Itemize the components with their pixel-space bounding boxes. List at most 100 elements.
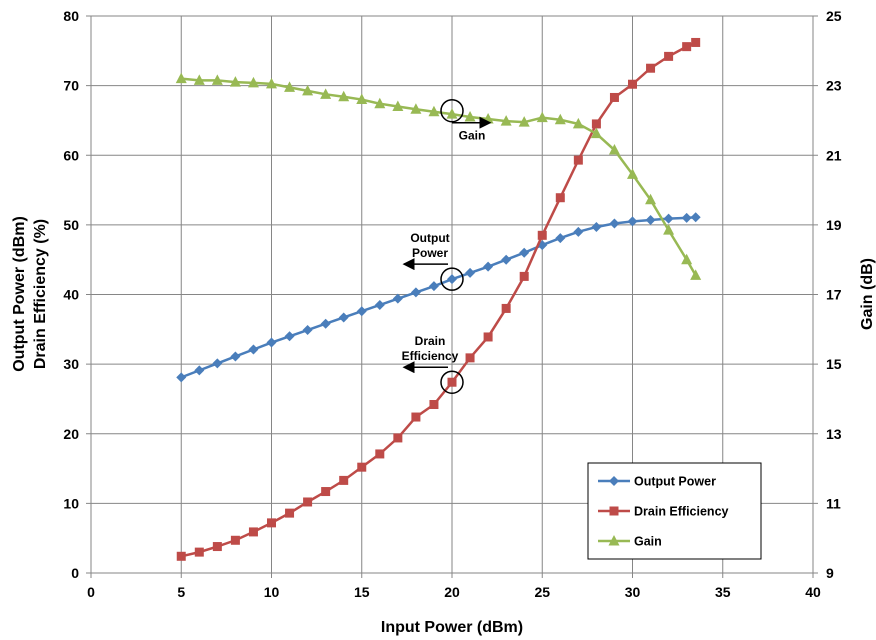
data-point-drain-efficiency [411, 412, 421, 422]
right-tick-label: 13 [826, 426, 842, 442]
data-point-output-power [645, 215, 656, 226]
data-point-output-power [248, 344, 259, 355]
right-tick-label: 11 [826, 495, 841, 511]
x-tick-label: 40 [805, 584, 821, 600]
data-point-drain-efficiency [194, 547, 204, 557]
data-point-output-power [663, 213, 674, 224]
data-point-gain [374, 97, 386, 109]
data-point-output-power [356, 306, 367, 317]
annotation-label-output-power: Power [412, 246, 448, 260]
series-gain [175, 72, 702, 280]
data-point-gain [266, 77, 277, 89]
data-point-gain [428, 105, 440, 117]
series-drain-efficiency [176, 37, 701, 561]
data-point-drain-efficiency [212, 542, 222, 552]
left-tick-label: 70 [63, 78, 79, 94]
data-point-gain [500, 115, 512, 126]
data-point-drain-efficiency [573, 155, 583, 165]
left-tick-label: 10 [63, 495, 79, 511]
data-point-drain-efficiency [646, 63, 656, 73]
data-point-drain-efficiency [664, 51, 674, 61]
data-point-gain [464, 110, 476, 122]
data-point-gain [247, 76, 259, 88]
data-point-gain [690, 269, 702, 280]
data-point-output-power [555, 233, 566, 244]
data-point-output-power [266, 337, 277, 348]
data-point-drain-efficiency [393, 433, 403, 443]
data-point-gain [410, 103, 422, 114]
right-tick-label: 23 [826, 78, 842, 94]
legend-label-drain-efficiency: Drain Efficiency [634, 505, 729, 519]
data-point-gain [229, 76, 241, 87]
data-point-output-power [465, 267, 476, 278]
data-point-drain-efficiency [303, 497, 313, 507]
legend-swatch-marker [609, 506, 619, 516]
data-point-gain [572, 117, 584, 129]
legend-label-gain: Gain [634, 535, 662, 549]
data-point-output-power [230, 351, 241, 362]
data-point-gain [211, 74, 223, 85]
x-tick-label: 35 [715, 584, 731, 600]
data-point-gain [392, 100, 404, 112]
right-tick-label: 17 [826, 287, 842, 303]
legend-label-output-power: Output Power [634, 475, 716, 489]
annotation-circle-gain [440, 98, 464, 123]
left-tick-label: 0 [71, 565, 79, 581]
data-point-drain-efficiency [176, 551, 186, 561]
left-tick-label: 20 [63, 426, 79, 442]
data-point-gain [590, 127, 602, 139]
data-point-drain-efficiency [357, 462, 367, 472]
data-point-drain-efficiency [429, 400, 439, 410]
left-axis-title-line1: Output Power (dBm) [11, 216, 28, 372]
x-tick-label: 30 [625, 584, 641, 600]
data-point-gain [681, 253, 693, 265]
data-point-output-power [176, 372, 187, 383]
data-point-drain-efficiency [339, 475, 349, 485]
data-point-output-power [519, 247, 530, 258]
right-tick-label: 9 [826, 565, 834, 581]
legend-swatch-marker [608, 535, 620, 546]
data-point-output-power [392, 293, 403, 304]
x-tick-label: 10 [264, 584, 280, 600]
data-point-output-power [501, 254, 512, 265]
annotation-label-output-power: Output [410, 231, 449, 245]
data-point-gain [645, 193, 657, 205]
left-axis-ticks: 0 10 20 30 40 50 60 70 80 [63, 8, 91, 581]
data-point-output-power [573, 226, 584, 237]
right-axis-ticks: 9 11 13 15 17 19 21 23 25 [813, 8, 842, 581]
data-point-gain [320, 88, 332, 99]
data-point-gain [302, 84, 314, 96]
right-tick-label: 25 [826, 8, 842, 24]
data-point-output-power [194, 365, 205, 376]
data-point-gain [446, 108, 458, 119]
data-point-output-power [681, 212, 692, 223]
data-point-drain-efficiency [267, 518, 276, 528]
right-axis-title: Gain (dB) [859, 258, 876, 330]
data-point-drain-efficiency [682, 42, 692, 52]
data-point-drain-efficiency [501, 303, 511, 313]
data-point-drain-efficiency [285, 508, 295, 518]
annotation-label-gain: Gain [459, 129, 486, 143]
data-point-output-power [447, 274, 457, 285]
data-point-gain [627, 168, 638, 179]
data-point-gain [284, 81, 296, 92]
right-tick-label: 19 [826, 217, 842, 233]
data-point-output-power [374, 299, 385, 310]
legend-swatch-marker [609, 476, 619, 486]
left-tick-label: 60 [63, 147, 79, 163]
left-axis-title-line2: Drain Efficiency (%) [32, 219, 49, 369]
data-point-gain [536, 111, 548, 123]
data-point-output-power [320, 318, 331, 329]
data-point-drain-efficiency [321, 487, 331, 497]
right-tick-label: 15 [826, 356, 842, 372]
x-axis-ticks: 0 5 10 15 20 25 30 35 40 [87, 573, 821, 600]
x-tick-label: 25 [534, 584, 550, 600]
data-point-drain-efficiency [230, 535, 240, 545]
legend: Output Power Drain Efficiency Gain [587, 462, 762, 560]
annotation-circle-output-power [440, 267, 464, 291]
data-point-gain [338, 90, 350, 102]
annotation-label-drain-efficiency: Drain [415, 334, 446, 348]
left-tick-label: 40 [63, 287, 79, 303]
data-point-output-power [212, 358, 223, 369]
